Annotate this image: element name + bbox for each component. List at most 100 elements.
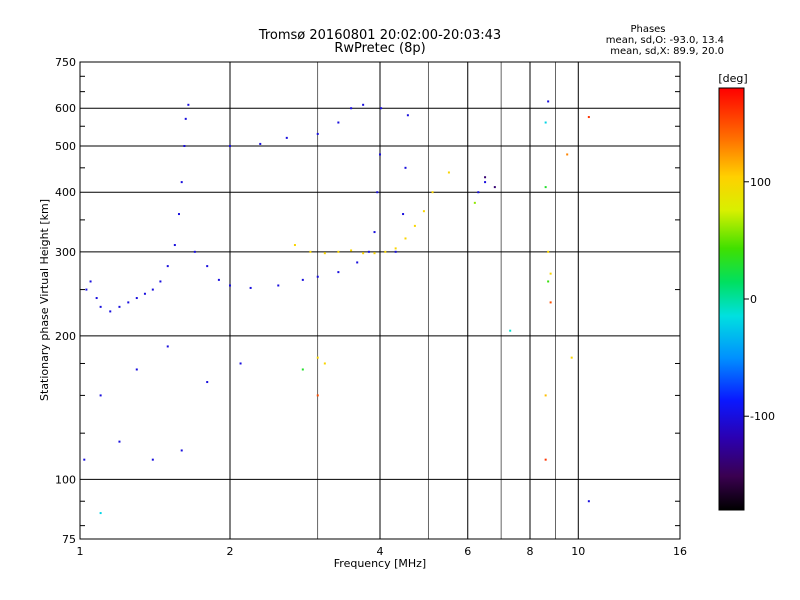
y-tick-label: 75 [62, 533, 76, 546]
x-tick-label: 1 [77, 545, 84, 558]
data-point [309, 250, 312, 253]
data-point [362, 103, 365, 106]
data-point [184, 117, 187, 120]
y-axis-label: Stationary phase Virtual Height [km] [38, 199, 51, 401]
data-point [83, 458, 86, 461]
data-point [118, 440, 121, 443]
data-point [566, 153, 569, 156]
data-point [587, 500, 590, 503]
data-point [493, 186, 496, 189]
plot-frame [79, 61, 681, 540]
colorbar-ticks: 100 0 -100 [744, 176, 775, 423]
data-point [316, 132, 319, 135]
data-point [143, 292, 146, 295]
data-point [404, 166, 407, 169]
data-points [83, 100, 590, 515]
data-point [180, 449, 183, 452]
data-point [99, 512, 102, 515]
data-point [350, 107, 353, 110]
data-point [376, 191, 379, 194]
data-point [380, 107, 383, 110]
data-point [316, 394, 319, 397]
data-point [239, 362, 242, 365]
data-point [217, 278, 220, 281]
x-tick-label: 16 [673, 545, 687, 558]
y-tick-label: 600 [55, 102, 76, 115]
data-point [413, 224, 416, 227]
data-point [337, 250, 340, 253]
data-point [166, 265, 169, 268]
data-point [301, 368, 304, 371]
data-point [127, 301, 130, 304]
y-tick-label: 500 [55, 140, 76, 153]
data-point [570, 356, 573, 359]
data-point [285, 136, 288, 139]
data-point [484, 181, 487, 184]
data-point [135, 297, 138, 300]
data-point [473, 201, 476, 204]
colorbar [718, 87, 745, 511]
data-point [180, 181, 183, 184]
data-point [373, 252, 376, 255]
y-tick-label: 300 [55, 246, 76, 259]
data-point [404, 237, 407, 240]
data-point [373, 231, 376, 234]
data-point [379, 153, 381, 156]
data-point [587, 116, 590, 119]
data-point [323, 362, 326, 365]
data-point [549, 301, 552, 304]
data-point [477, 191, 480, 194]
data-point [151, 458, 154, 461]
data-point [549, 272, 552, 275]
stats-line-x: mean, sd,X: 89.9, 20.0 [610, 46, 724, 57]
data-point [484, 176, 487, 179]
data-point [547, 280, 550, 283]
data-point [402, 213, 405, 216]
data-point [394, 250, 397, 253]
data-point [394, 247, 397, 250]
colorbar-tick-label: 100 [750, 176, 771, 189]
data-point [356, 261, 359, 264]
data-point [118, 305, 121, 308]
colorbar-tick-label: 0 [750, 293, 757, 306]
data-point [301, 278, 304, 281]
data-point [547, 100, 550, 103]
data-point [206, 381, 209, 384]
data-point [173, 244, 176, 247]
x-axis-label: Frequency [MHz] [334, 557, 426, 570]
grid-lines [80, 62, 680, 539]
data-point [544, 186, 547, 189]
stats-header: Phases [630, 24, 665, 35]
data-point [422, 210, 425, 213]
data-point [362, 252, 365, 255]
data-point [206, 265, 209, 268]
data-point [509, 329, 512, 332]
data-point [229, 144, 231, 147]
y-tick-label: 750 [55, 56, 76, 69]
x-tick-label: 10 [571, 545, 585, 558]
y-tick-label: 100 [55, 473, 76, 486]
data-point [99, 394, 102, 397]
data-point [406, 114, 409, 117]
data-point [544, 394, 547, 397]
data-point [187, 103, 190, 106]
data-point [323, 252, 326, 255]
data-point [447, 171, 450, 174]
stats-line-o: mean, sd,O: -93.0, 13.4 [606, 35, 724, 46]
x-tick-label: 2 [227, 545, 234, 558]
x-tick-label: 8 [527, 545, 534, 558]
data-point [293, 244, 296, 247]
data-point [95, 297, 98, 300]
chart-subtitle: RwPretec (8p) [334, 41, 425, 56]
data-point [316, 275, 319, 278]
data-point [229, 284, 231, 287]
data-point [337, 271, 340, 274]
data-point [337, 121, 340, 124]
data-point [85, 288, 88, 291]
data-point [166, 345, 169, 348]
data-point [316, 356, 319, 359]
y-tick-label: 200 [55, 330, 76, 343]
data-point [259, 142, 262, 145]
data-point [89, 280, 92, 283]
data-point [367, 250, 370, 253]
